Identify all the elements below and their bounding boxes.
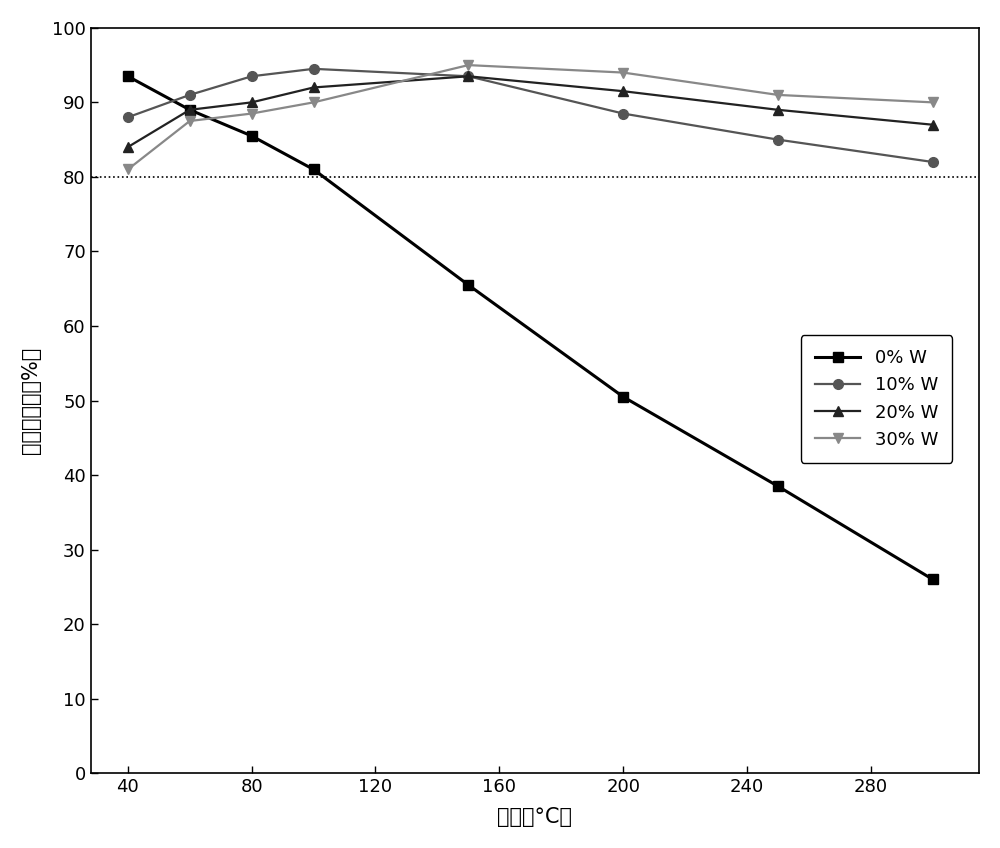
10% W [184, 90, 196, 100]
20% W [184, 105, 196, 115]
Line: 20% W: 20% W [123, 71, 938, 152]
Line: 30% W: 30% W [123, 60, 938, 175]
30% W [308, 98, 320, 108]
30% W [617, 68, 629, 78]
20% W [617, 86, 629, 97]
Line: 0% W: 0% W [123, 71, 938, 584]
10% W [462, 71, 474, 81]
0% W [617, 392, 629, 402]
20% W [927, 120, 939, 130]
0% W [308, 165, 320, 175]
10% W [246, 71, 258, 81]
30% W [462, 60, 474, 70]
20% W [246, 98, 258, 108]
X-axis label: 温度（°C）: 温度（°C） [497, 807, 572, 827]
10% W [308, 64, 320, 74]
30% W [772, 90, 784, 100]
0% W [246, 131, 258, 141]
30% W [246, 109, 258, 119]
20% W [772, 105, 784, 115]
20% W [462, 71, 474, 81]
10% W [617, 109, 629, 119]
10% W [772, 135, 784, 145]
10% W [927, 157, 939, 167]
30% W [184, 116, 196, 126]
Y-axis label: 氮气选择性（%）: 氮气选择性（%） [21, 347, 41, 455]
0% W [772, 481, 784, 491]
20% W [122, 142, 134, 152]
30% W [927, 98, 939, 108]
10% W [122, 112, 134, 122]
0% W [462, 280, 474, 290]
20% W [308, 82, 320, 92]
0% W [184, 105, 196, 115]
0% W [927, 574, 939, 584]
30% W [122, 165, 134, 175]
0% W [122, 71, 134, 81]
Legend: 0% W, 10% W, 20% W, 30% W: 0% W, 10% W, 20% W, 30% W [801, 335, 952, 463]
Line: 10% W: 10% W [123, 64, 938, 167]
